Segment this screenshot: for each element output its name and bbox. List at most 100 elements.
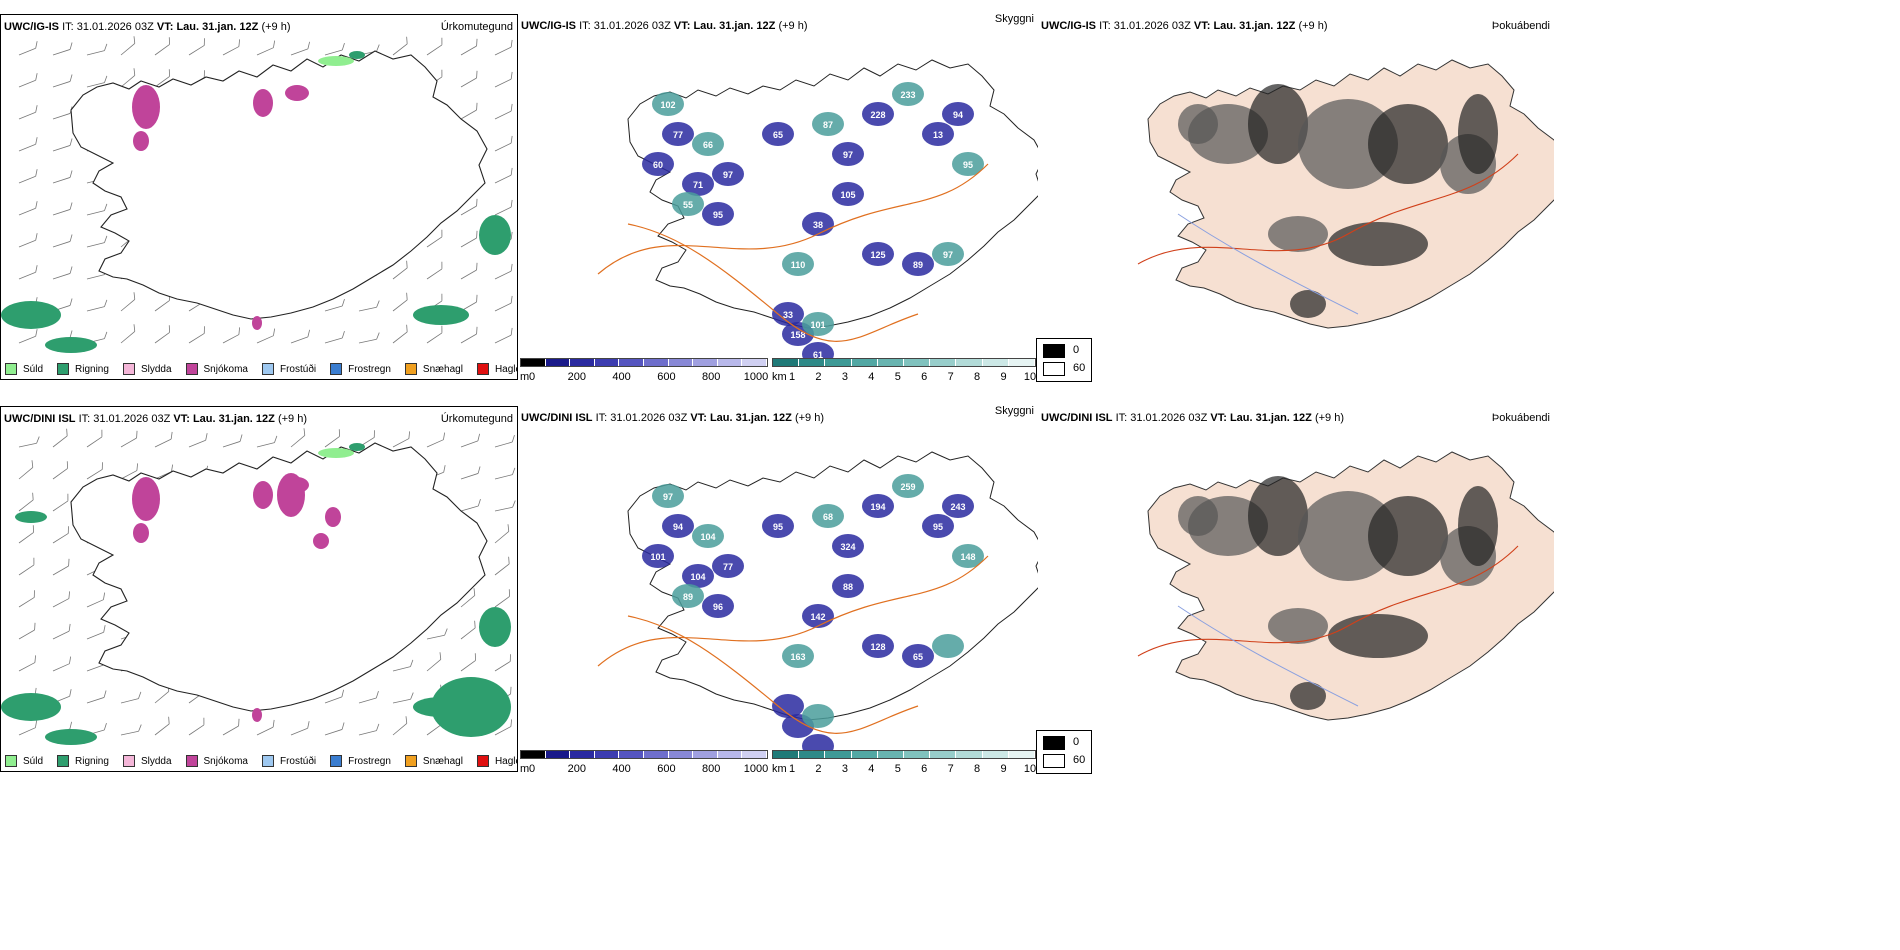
wind-barb — [460, 588, 476, 608]
cloud-patch — [952, 544, 984, 568]
cloud-patch — [922, 514, 954, 538]
cloud-base-label: 89 — [683, 592, 693, 602]
cloud-patch — [772, 694, 804, 718]
colorbar-tick: 9 — [1000, 371, 1007, 383]
cloud-patch — [782, 644, 814, 668]
road — [597, 555, 989, 667]
colorbar-tick: 400 — [612, 371, 631, 383]
wind-barb — [52, 74, 73, 88]
cloud-patch — [932, 634, 964, 658]
wind-barb — [494, 467, 516, 480]
wind-barb — [120, 724, 142, 736]
cloud-base-label: 89 — [913, 260, 923, 270]
cloud-base-label: 88 — [843, 582, 853, 592]
legend-item: Súld — [5, 363, 43, 375]
cloud-patch — [712, 554, 744, 578]
wind-barb — [86, 690, 107, 704]
cloud-patch — [862, 634, 894, 658]
cloud-base-label: 95 — [933, 522, 943, 532]
wind-barb — [324, 299, 345, 312]
snow-area — [277, 473, 305, 517]
precip-panel-top: UWC/IG-IS IT: 31.01.2026 03Z VT: Lau. 31… — [0, 14, 523, 380]
colorbar-tick: 5 — [894, 763, 901, 775]
wind-barb — [52, 106, 73, 120]
wind-barb — [222, 718, 240, 736]
legend-swatch — [57, 755, 70, 767]
wind-barb — [494, 589, 510, 608]
wind-barb — [324, 689, 345, 704]
wind-barb — [154, 325, 170, 344]
cloud-patch — [922, 122, 954, 146]
wind-barb — [222, 327, 241, 344]
road — [597, 163, 989, 275]
cloud-base-label: 94 — [673, 522, 683, 532]
colorbar-step — [956, 751, 983, 758]
legend-item: Slydda — [122, 363, 172, 375]
cloud-base-label: 96 — [713, 602, 723, 612]
cloud-base-unit: m — [520, 371, 530, 383]
cloud-base-label: 38 — [813, 220, 823, 230]
wind-barb — [460, 466, 481, 480]
drizzle-area — [318, 448, 354, 458]
snow-area — [285, 85, 309, 101]
cloud-base-label: 97 — [663, 492, 673, 502]
product-name: Skyggni — [994, 405, 1034, 417]
fog-low-label: 60 — [1073, 362, 1086, 374]
colorbar-step — [545, 359, 571, 366]
wind-barb — [18, 655, 37, 672]
colorbar-tick: 3 — [841, 763, 848, 775]
cloud-patch — [682, 564, 714, 588]
wind-barb — [86, 592, 106, 608]
cloud-base-label: 94 — [953, 110, 963, 120]
wind-barb — [52, 428, 68, 448]
wind-barb — [494, 524, 510, 544]
colorbar-tick: 8 — [974, 763, 981, 775]
colorbar-step — [930, 751, 957, 758]
fog-area — [1248, 84, 1308, 164]
fog-legend-bottom: 0 60 — [1036, 730, 1092, 774]
colorbar-step — [521, 751, 546, 758]
wind-barb — [392, 260, 408, 280]
wind-barb — [18, 73, 38, 88]
colorbar-step — [570, 751, 595, 758]
fog-low-swatch — [1043, 362, 1065, 376]
legend-label: Slydda — [140, 363, 172, 375]
wind-barb — [120, 324, 136, 344]
cloud-base-label: 95 — [713, 210, 723, 220]
fog-area — [1458, 486, 1498, 566]
colorbar-step — [956, 359, 983, 366]
fog-legend-top: 0 60 — [1036, 338, 1092, 382]
wind-barb — [460, 38, 478, 56]
snow-area — [132, 85, 160, 129]
wind-barb — [460, 102, 478, 120]
iceland-outline — [70, 442, 488, 712]
wind-barb — [52, 461, 68, 480]
panel-title: UWC/DINI ISL IT: 31.01.2026 03Z VT: Lau.… — [4, 413, 307, 425]
wind-barb — [120, 430, 138, 448]
cloud-base-label: 97 — [943, 250, 953, 260]
wind-barb — [460, 433, 481, 448]
wind-barb — [18, 201, 38, 216]
cloud-patch — [802, 312, 834, 336]
colorbar-step — [877, 751, 905, 758]
cloud-base-label: 65 — [773, 130, 783, 140]
wind-barb — [256, 719, 275, 736]
legend-item: Slydda — [122, 755, 172, 767]
legend-label: Haglél — [494, 755, 524, 767]
cloud-patch — [832, 142, 864, 166]
fog-area — [1298, 491, 1398, 581]
colorbar-tick: 5 — [894, 371, 901, 383]
wind-barb — [358, 300, 380, 312]
wind-barb — [188, 38, 205, 56]
product-name: Úrkomutegund — [440, 413, 513, 425]
cloud-base-label: 33 — [783, 310, 793, 320]
wind-barb — [290, 721, 310, 736]
legend-swatch — [5, 755, 17, 767]
legend-swatch — [185, 755, 198, 767]
cloud-patch — [832, 574, 864, 598]
wind-barb — [256, 328, 276, 344]
cloud-patch — [862, 102, 894, 126]
fog-panel-top: UWC/IG-IS IT: 31.01.2026 03Z VT: Lau. 31… — [1038, 14, 1554, 380]
wind-barb — [86, 462, 103, 480]
iceland-outline — [70, 50, 488, 320]
